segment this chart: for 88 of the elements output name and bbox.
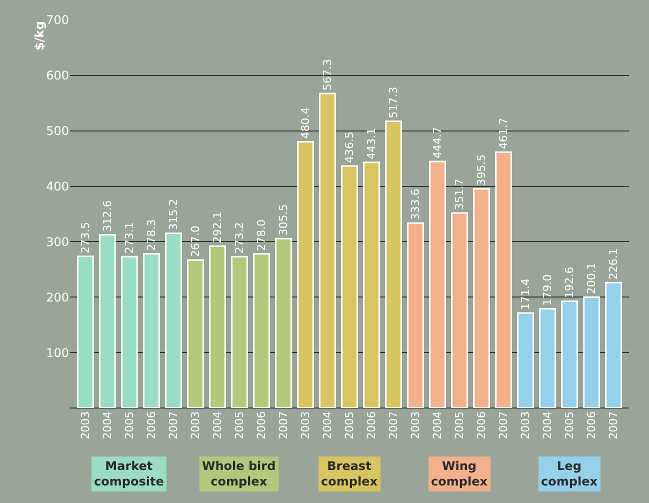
y-tick-label: 300 xyxy=(46,234,69,249)
y-tick-label: 200 xyxy=(46,290,69,304)
data-label: 443.1 xyxy=(365,128,378,160)
data-label: 461.7 xyxy=(497,118,510,150)
data-label: 444.7 xyxy=(431,127,444,159)
data-label: 200.1 xyxy=(585,262,598,294)
x-tick-label: 2004 xyxy=(321,411,334,440)
text: Market composite xyxy=(94,459,164,489)
bar xyxy=(517,312,534,408)
y-tick-label: 500 xyxy=(46,124,69,138)
x-tick-label: 2004 xyxy=(211,411,224,440)
bar xyxy=(605,282,622,408)
bar xyxy=(451,212,468,408)
data-label: 333.6 xyxy=(409,188,422,220)
bar xyxy=(120,256,138,408)
x-tick-label: 2003 xyxy=(519,411,532,440)
text: Whole bird complex xyxy=(202,459,276,489)
data-label: 312.6 xyxy=(100,200,114,232)
bar xyxy=(341,165,358,408)
x-tick-label: 2003 xyxy=(78,411,92,440)
data-label: 278.0 xyxy=(254,219,268,251)
y-axis-title: $/kg xyxy=(32,21,46,50)
bar xyxy=(319,92,336,408)
data-label: 292.1 xyxy=(210,212,224,244)
bar xyxy=(495,151,512,408)
bar xyxy=(209,245,226,408)
x-tick-label: 2003 xyxy=(299,411,312,440)
bar xyxy=(297,140,314,408)
data-label: 267.0 xyxy=(188,226,202,258)
data-label: 567.3 xyxy=(320,59,334,91)
bar xyxy=(164,232,182,408)
x-tick-label: 2007 xyxy=(277,411,290,440)
x-tick-label: 2007 xyxy=(167,411,180,440)
x-tick-label: 2004 xyxy=(100,411,114,440)
x-tick-label: 2006 xyxy=(145,411,158,440)
data-label: 179.0 xyxy=(541,274,554,306)
x-tick-label: 2005 xyxy=(122,411,136,440)
data-label: 192.6 xyxy=(563,266,576,298)
data-label: 305.5 xyxy=(276,204,290,236)
data-label: 436.5 xyxy=(343,132,356,164)
bar xyxy=(473,188,490,408)
data-label: 278.3 xyxy=(144,219,158,251)
bar xyxy=(98,234,116,408)
data-label: 315.2 xyxy=(166,198,180,230)
bar xyxy=(253,253,270,408)
x-tick-label: 2004 xyxy=(431,411,444,440)
data-label: 273.1 xyxy=(122,222,136,254)
x-tick-label: 2007 xyxy=(607,411,620,440)
x-tick-label: 2007 xyxy=(497,411,510,440)
data-label: 273.5 xyxy=(78,222,92,254)
bar xyxy=(363,162,380,408)
bar xyxy=(561,300,578,408)
x-tick-label: 2006 xyxy=(475,411,488,440)
x-tick-label: 2005 xyxy=(453,411,466,440)
y-tick-label: 600 xyxy=(46,68,69,83)
x-tick-label: 2006 xyxy=(365,411,378,440)
bar xyxy=(429,160,446,408)
data-label: 517.3 xyxy=(387,86,400,118)
text: Leg complex xyxy=(541,459,598,489)
x-tick-label: 2006 xyxy=(585,411,598,440)
data-label: 273.2 xyxy=(232,222,246,254)
x-tick-label: 2003 xyxy=(409,411,422,440)
x-tick-label: 2006 xyxy=(255,411,268,440)
y-tick-label: 700 xyxy=(46,13,69,28)
data-label: 480.4 xyxy=(298,107,312,139)
data-label: 395.5 xyxy=(475,154,488,186)
bar xyxy=(407,222,424,408)
x-tick-label: 2003 xyxy=(189,411,202,440)
x-tick-label: 2007 xyxy=(387,411,400,440)
data-label: 351.7 xyxy=(453,178,466,210)
text: Breast complex xyxy=(321,459,378,489)
data-label: 226.1 xyxy=(607,248,620,280)
text: Wing complex xyxy=(431,459,488,489)
y-tick-label: 400 xyxy=(46,179,69,194)
bar xyxy=(142,252,160,408)
x-tick-label: 2005 xyxy=(563,411,576,440)
bar xyxy=(186,259,204,408)
y-tick-label: 100 xyxy=(46,346,69,360)
x-tick-label: 2005 xyxy=(343,411,356,440)
bar xyxy=(231,256,248,408)
x-tick-label: 2005 xyxy=(233,411,246,440)
bar xyxy=(539,308,556,408)
bar xyxy=(385,120,402,408)
bar xyxy=(76,256,94,408)
data-label: 171.4 xyxy=(519,278,532,310)
bar xyxy=(275,238,292,408)
bar xyxy=(583,296,600,408)
x-tick-label: 2004 xyxy=(541,411,554,440)
